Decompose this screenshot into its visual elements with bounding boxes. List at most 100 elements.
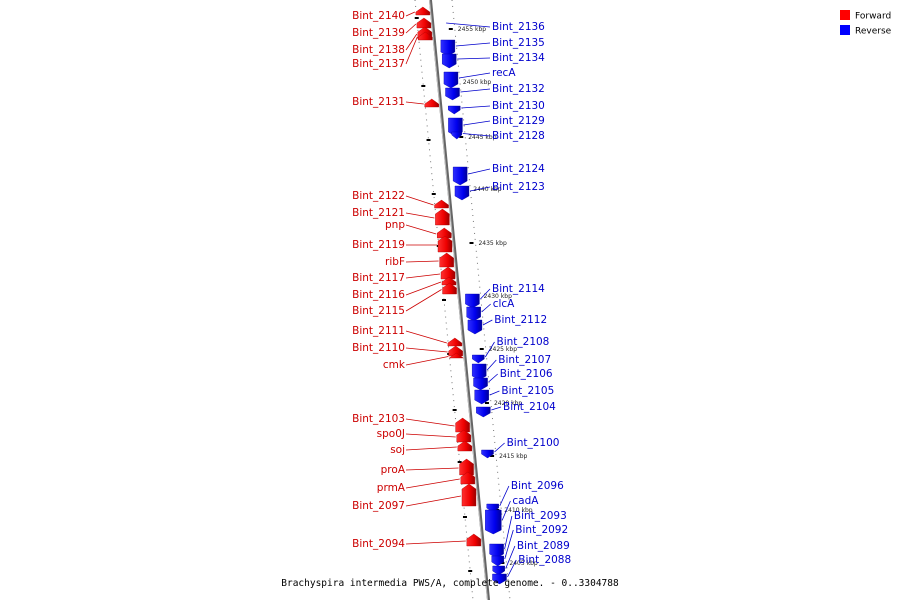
reverse-gene-arrow[interactable] [471,363,487,381]
reverse-gene-label[interactable]: Bint_2135 [492,37,545,49]
reverse-gene-arrow[interactable] [485,509,502,535]
forward-gene-label[interactable]: Bint_2110 [352,342,405,354]
reverse-gene-label[interactable]: cadA [512,495,539,507]
forward-gene-label[interactable]: ribF [385,256,405,268]
reverse-gene-label[interactable]: Bint_2134 [492,52,545,64]
reverse-gene-label[interactable]: Bint_2106 [500,368,553,380]
forward-gene-label[interactable]: pnp [385,219,405,231]
forward-gene-label[interactable]: Bint_2116 [352,289,405,301]
forward-gene-arrow[interactable] [448,345,463,357]
forward-gene-leader [405,418,455,427]
forward-gene-label[interactable]: Bint_2137 [352,58,405,70]
forward-gene-label[interactable]: spo0J [377,428,405,440]
reverse-gene-label[interactable]: Bint_2104 [503,401,556,413]
forward-gene-arrow[interactable] [418,31,433,41]
forward-gene-arrow[interactable] [437,235,453,253]
reverse-gene-arrow[interactable] [476,406,491,418]
reverse-gene-arrow[interactable] [492,573,507,585]
reverse-gene-label[interactable]: clcA [493,298,515,310]
reverse-gene-leader [488,373,498,383]
forward-gene-leader [405,478,460,489]
scale-tick-label: 2405 kbp [509,560,537,567]
reverse-gene-label[interactable]: Bint_2130 [492,100,545,112]
forward-gene-label[interactable]: Bint_2119 [352,239,405,251]
forward-gene-label[interactable]: cmk [383,359,406,371]
forward-gene-arrow[interactable] [442,282,457,295]
reverse-gene-arrow[interactable] [467,319,483,335]
forward-gene-label[interactable]: Bint_2094 [352,538,405,550]
reverse-gene-arrow[interactable] [466,306,481,322]
forward-gene-label[interactable]: prmA [377,482,406,494]
forward-gene-leader [405,495,462,507]
reverse-gene-label[interactable]: Bint_2093 [514,510,567,522]
forward-gene-arrow[interactable] [439,252,454,268]
reverse-gene-label[interactable]: Bint_2107 [498,354,551,366]
forward-gene-arrow[interactable] [447,337,463,347]
forward-gene-arrow[interactable] [448,352,464,359]
reverse-gene-arrow[interactable] [442,53,457,69]
reverse-gene-label[interactable]: Bint_2114 [492,283,545,295]
forward-gene-arrow[interactable] [456,429,471,443]
reverse-gene-leader [505,545,516,569]
forward-gene-label[interactable]: Bint_2097 [352,500,405,512]
forward-gene-arrow[interactable] [455,417,470,433]
forward-gene-label[interactable]: Bint_2138 [352,44,405,56]
reverse-gene-label[interactable]: Bint_2132 [492,83,545,95]
reverse-gene-label[interactable]: Bint_2123 [492,181,545,193]
reverse-gene-label[interactable]: Bint_2108 [497,336,550,348]
forward-gene-label[interactable]: Bint_2122 [352,190,405,202]
forward-gene-label[interactable]: Bint_2111 [352,325,405,337]
forward-gene-label[interactable]: Bint_2117 [352,272,405,284]
forward-gene-arrow[interactable] [441,276,457,286]
reverse-gene-label[interactable]: Bint_2129 [492,115,545,127]
reverse-strand-genes: Bint_2136 Bint_2135 Bint_2134 recA Bint_2132… [440,21,571,585]
forward-gene-label[interactable]: Bint_2115 [352,305,405,317]
reverse-gene-label[interactable]: recA [492,67,516,79]
forward-gene-arrow[interactable] [434,199,449,209]
forward-gene-arrow[interactable] [466,533,482,547]
forward-gene-arrow[interactable] [459,458,474,476]
reverse-gene-arrow[interactable] [451,131,462,140]
reverse-gene-arrow[interactable] [454,185,470,201]
forward-gene-arrow[interactable] [457,440,473,452]
forward-gene-label[interactable]: Bint_2131 [352,96,405,108]
reverse-gene-arrow[interactable] [445,87,460,101]
reverse-gene-label[interactable]: Bint_2088 [518,554,571,566]
forward-gene-label[interactable]: Bint_2140 [352,10,405,22]
reverse-gene-arrow[interactable] [443,71,459,89]
reverse-gene-label[interactable]: Bint_2128 [492,130,545,142]
reverse-gene-label[interactable]: Bint_2105 [501,385,554,397]
forward-gene-arrow[interactable] [415,6,431,16]
reverse-gene-arrow[interactable] [452,166,468,186]
reverse-gene-arrow[interactable] [472,354,485,364]
forward-gene-arrow[interactable] [435,208,450,226]
reverse-gene-arrow[interactable] [492,565,505,576]
forward-gene-label[interactable]: proA [381,464,406,476]
reverse-gene-leader [457,57,491,60]
reverse-gene-label[interactable]: Bint_2112 [494,314,547,326]
reverse-gene-arrow[interactable] [465,293,480,309]
reverse-gene-arrow[interactable] [481,449,494,459]
reverse-gene-label[interactable]: Bint_2136 [492,21,545,33]
reverse-gene-arrow[interactable] [474,389,489,405]
reverse-gene-arrow[interactable] [491,555,504,567]
reverse-gene-label[interactable]: Bint_2089 [517,540,570,552]
forward-gene-label[interactable]: Bint_2103 [352,413,405,425]
forward-gene-arrow[interactable] [461,483,477,507]
forward-gene-arrow[interactable] [416,17,432,29]
forward-gene-arrow[interactable] [440,266,456,280]
forward-gene-label[interactable]: soj [390,444,405,456]
forward-gene-arrow[interactable] [460,471,476,485]
reverse-gene-label[interactable]: Bint_2096 [511,480,564,492]
forward-gene-arrow[interactable] [437,227,452,239]
reverse-gene-arrow[interactable] [473,377,488,391]
reverse-gene-label[interactable]: Bint_2124 [492,163,545,175]
reverse-gene-label[interactable]: Bint_2092 [515,524,568,536]
reverse-gene-arrow[interactable] [448,105,461,115]
forward-gene-arrow[interactable] [424,98,439,108]
reverse-gene-label[interactable]: Bint_2100 [507,437,560,449]
reverse-gene-arrow[interactable] [440,39,456,57]
forward-gene-label[interactable]: Bint_2139 [352,27,405,39]
forward-gene-label[interactable]: Bint_2121 [352,207,405,219]
